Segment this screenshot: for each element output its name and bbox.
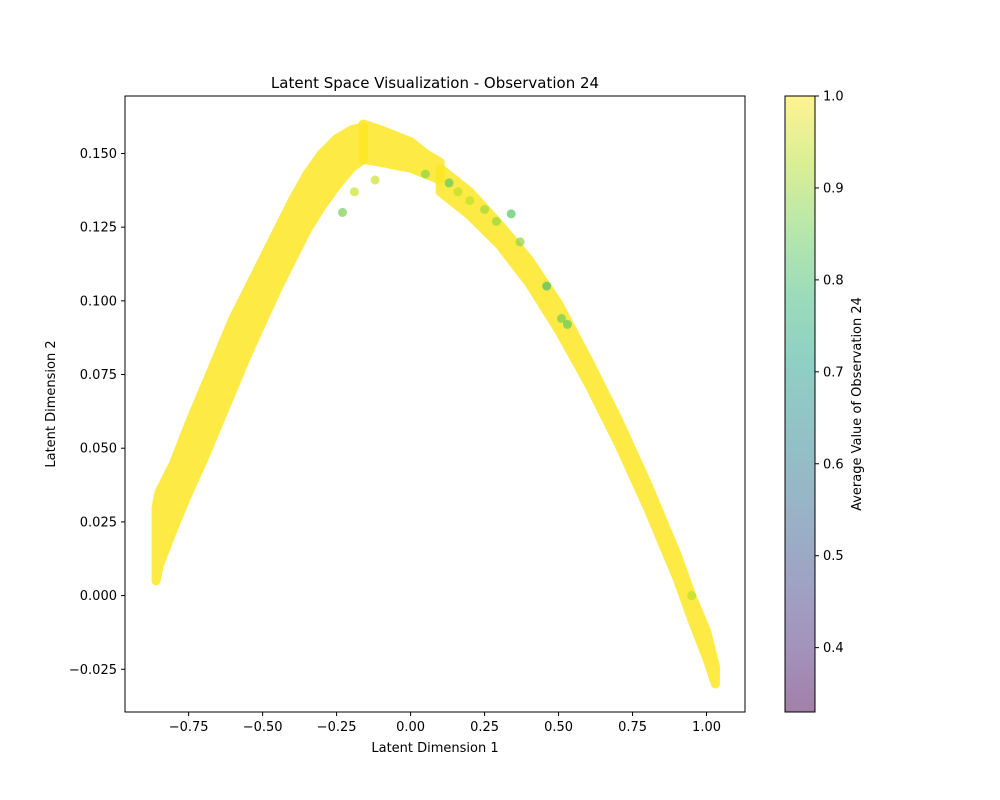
plot-area (151, 119, 720, 689)
colorbar-tick-label: 0.9 (823, 181, 844, 196)
scatter-point (562, 319, 572, 329)
right-branch-band (435, 163, 720, 689)
scatter-points (338, 169, 697, 601)
y-axis-ticks: −0.025 0.000 0.025 0.050 0.075 0.100 0.125 0.15… (69, 147, 125, 678)
colorbar-tick-label: 0.4 (823, 641, 844, 656)
scatter-point (370, 175, 380, 185)
colorbar: 0.4 0.5 0.6 0.7 0.8 0.9 1.0 Average Value of O… (784, 90, 865, 713)
x-axis-ticks: −0.75 −0.50 −0.25 0.00 0.25 0.50 0.75 1.00 (169, 712, 721, 735)
scatter-point (465, 196, 475, 206)
scatter-point (491, 216, 501, 226)
scatter-point (557, 314, 566, 323)
y-axis-label: Latent Dimension 2 (44, 340, 59, 467)
x-tick-label: −0.25 (317, 720, 357, 735)
y-tick-label: 0.100 (80, 294, 117, 309)
scatter-point (420, 169, 430, 179)
scatter-point (480, 205, 490, 214)
plot-frame (124, 95, 746, 713)
colorbar-frame (784, 95, 816, 713)
y-tick-label: 0.125 (80, 221, 117, 236)
scatter-bands (151, 119, 720, 689)
colorbar-ticks: 0.4 0.5 0.6 0.7 0.8 0.9 1.0 (815, 90, 844, 656)
scatter-point (687, 591, 697, 601)
x-tick-label: 0.50 (544, 720, 573, 735)
x-tick-label: 0.25 (470, 720, 499, 735)
scatter-point (506, 209, 516, 219)
y-tick-label: 0.000 (80, 589, 117, 604)
scatter-point (444, 178, 454, 188)
x-tick-label: 0.00 (396, 720, 425, 735)
scatter-point (542, 281, 552, 291)
x-axis-label: Latent Dimension 1 (371, 741, 498, 756)
colorbar-gradient (785, 96, 815, 712)
y-tick-label: 0.025 (80, 515, 117, 530)
scatter-point (349, 187, 359, 197)
colorbar-tick-label: 0.8 (823, 273, 844, 288)
colorbar-tick-label: 0.6 (823, 457, 844, 472)
x-tick-label: 0.75 (618, 720, 647, 735)
y-tick-label: 0.150 (80, 147, 117, 162)
colorbar-tick-label: 0.7 (823, 365, 844, 380)
scatter-point (515, 237, 525, 247)
left-branch-band (151, 122, 368, 586)
scatter-point (338, 207, 347, 217)
scatter-point (453, 187, 463, 197)
colorbar-tick-label: 1.0 (823, 90, 844, 105)
x-tick-label: −0.50 (243, 720, 283, 735)
x-tick-label: 1.00 (692, 720, 721, 735)
y-tick-label: 0.075 (80, 368, 117, 383)
chart-title: Latent Space Visualization - Observation… (271, 74, 599, 92)
x-tick-label: −0.75 (169, 720, 209, 735)
y-tick-label: 0.050 (80, 442, 117, 457)
colorbar-tick-label: 0.5 (823, 549, 844, 564)
colorbar-label: Average Value of Observation 24 (850, 297, 865, 511)
y-tick-label: −0.025 (69, 663, 117, 678)
